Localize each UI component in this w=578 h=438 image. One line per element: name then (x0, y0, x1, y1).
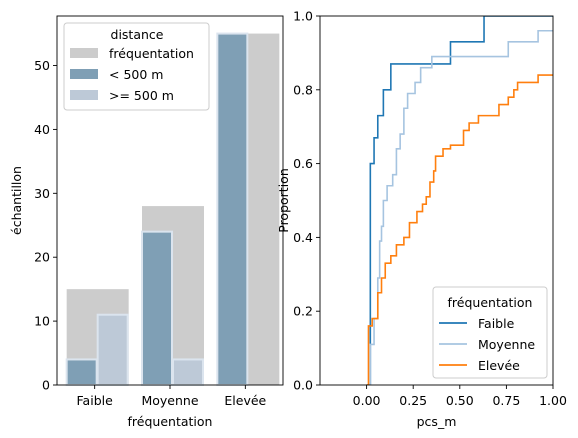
bar-lt500-2 (216, 32, 249, 386)
left-legend-label-1: < 500 m (109, 67, 163, 82)
right-ytick-label-2: 0.4 (293, 230, 313, 245)
left-ytick-label-0: 0 (42, 378, 50, 393)
left-legend-title: distance (111, 27, 164, 42)
right-yaxis-label: Proportion (276, 168, 291, 233)
right-ytick-label-1: 0.2 (293, 304, 313, 319)
ecdf-line-faible (366, 16, 553, 385)
left-ytick-label-5: 50 (34, 58, 50, 73)
left-legend-swatch-0 (70, 48, 98, 58)
right-series-group (366, 16, 553, 385)
right-legend: fréquentation Faible Moyenne Elevée (432, 286, 548, 379)
bar-ge500-0 (96, 313, 129, 387)
left-ytick-label-1: 10 (34, 314, 50, 329)
left-xtick-label-0: Faible (77, 393, 114, 408)
left-xaxis-label: fréquentation (128, 414, 213, 429)
left-xtick-label-1: Moyenne (141, 393, 198, 408)
right-legend-label-2: Elevée (478, 358, 520, 373)
right-ecdf-chart: 0.0 0.2 0.4 0.6 0.8 1.0 0.00 0.25 0.50 0.75 1.00 pc… (276, 9, 567, 430)
right-legend-label-1: Moyenne (478, 337, 535, 352)
left-legend-swatch-1 (70, 69, 98, 79)
right-legend-box (432, 286, 548, 379)
left-legend-swatch-2 (70, 90, 98, 100)
left-yaxis-label: échantillon (9, 166, 24, 235)
left-ytick-label-4: 40 (34, 122, 50, 137)
right-xtick-label-1: 0.25 (399, 393, 427, 408)
bar-lt500-0 (65, 358, 98, 386)
ecdf-line-elevée (366, 74, 553, 385)
right-axes-frame (319, 15, 554, 386)
left-legend-label-0: fréquentation (109, 46, 194, 61)
right-xtick-label-3: 0.75 (492, 393, 520, 408)
left-ytick-label-3: 30 (34, 186, 50, 201)
right-xtick-label-2: 0.50 (446, 393, 474, 408)
right-xtick-label-4: 1.00 (539, 393, 567, 408)
right-ytick-label-0: 0.0 (293, 378, 313, 393)
left-xtick-label-2: Elevée (224, 393, 266, 408)
left-bar-chart: 0 10 20 30 40 50 Faible Moyenne Elevée fréquentat… (9, 15, 284, 429)
right-ytick-label-4: 0.8 (293, 82, 313, 97)
ecdf-line-moyenne (366, 29, 553, 385)
right-legend-title: fréquentation (448, 295, 533, 310)
right-xtick-label-0: 0.00 (353, 393, 381, 408)
left-legend-box (63, 22, 210, 111)
right-ytick-label-3: 0.6 (293, 156, 313, 171)
right-legend-label-0: Faible (478, 316, 515, 331)
left-legend-label-2: >= 500 m (109, 88, 174, 103)
bar-lt500-1 (141, 230, 173, 386)
left-ytick-label-2: 20 (34, 250, 50, 265)
bar-ge500-1 (172, 358, 204, 386)
right-ytick-label-5: 1.0 (293, 9, 313, 24)
right-xaxis-label: pcs_m (417, 414, 457, 429)
left-legend: distance fréquentation < 500 m >= 500 m (63, 22, 210, 111)
